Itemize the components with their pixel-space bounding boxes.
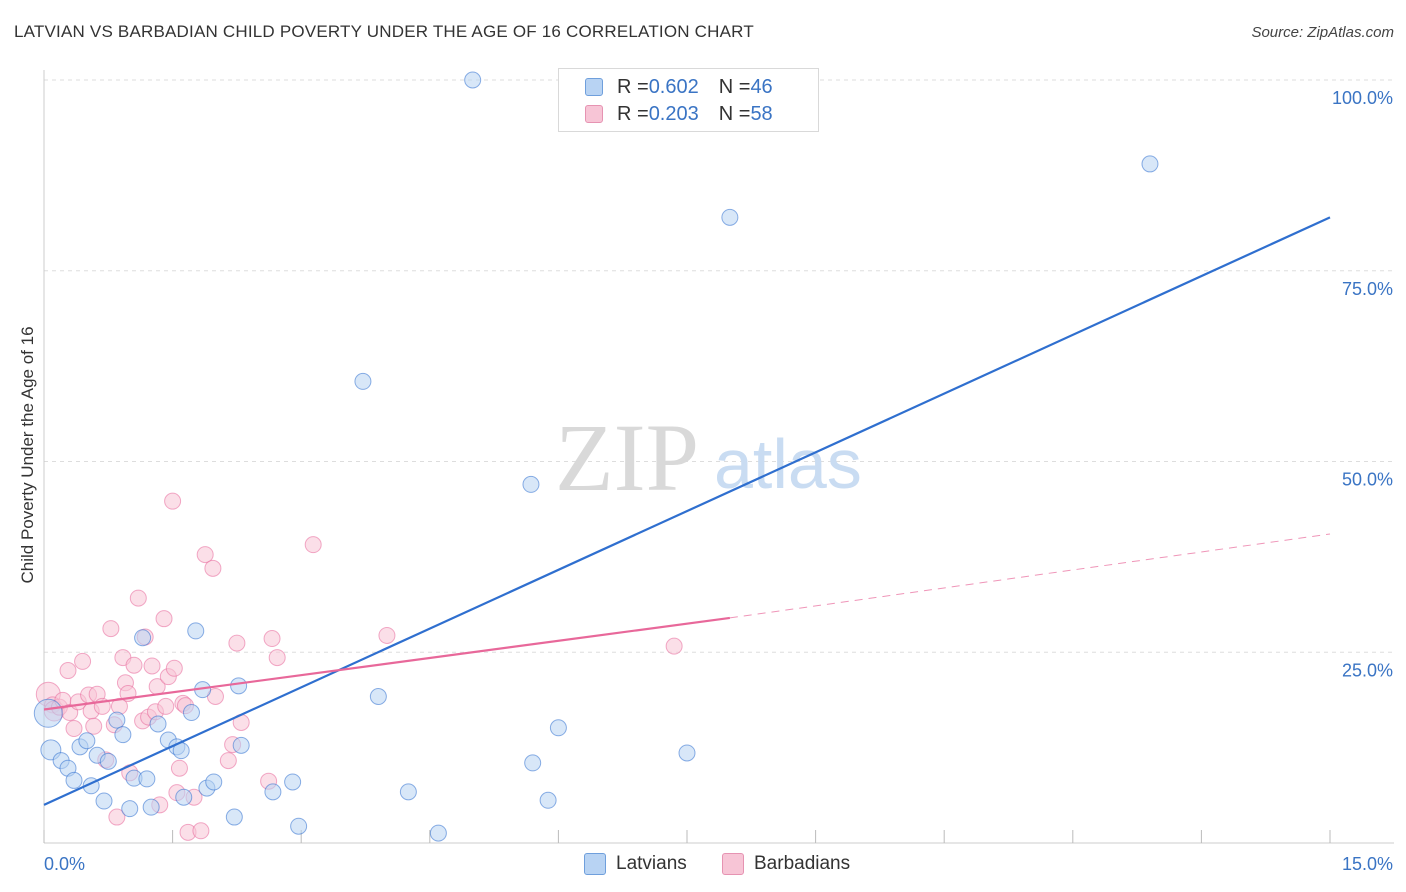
data-point — [192, 822, 210, 840]
y-axis-label: Child Poverty Under the Age of 16 — [18, 326, 37, 584]
legend-r-label: R = — [617, 75, 649, 98]
data-point — [665, 637, 683, 655]
data-point — [204, 559, 222, 577]
data-point — [142, 798, 160, 816]
trend-line — [43, 616, 731, 711]
y-tick-label: 100.0% — [1332, 88, 1393, 108]
legend-r-value: 0.602 — [648, 75, 699, 98]
legend-n-value: 58 — [750, 102, 773, 125]
data-point — [175, 788, 193, 806]
data-point — [78, 732, 96, 750]
x-tick-label: 15.0% — [1342, 854, 1393, 874]
data-point — [74, 652, 92, 670]
data-point — [399, 783, 417, 801]
data-point — [268, 649, 286, 667]
trend-line — [729, 533, 1331, 619]
data-point — [65, 771, 83, 789]
data-point — [182, 704, 200, 722]
data-point — [539, 791, 557, 809]
data-point — [114, 726, 132, 744]
data-point — [85, 717, 103, 735]
watermark-zip: ZIP — [555, 404, 699, 511]
data-point — [549, 719, 567, 737]
y-tick-label: 75.0% — [1342, 279, 1393, 299]
bottom-legend-label: Latvians — [616, 853, 687, 874]
data-point — [59, 662, 77, 680]
blue-square-icon — [585, 78, 603, 96]
blue-square-icon — [584, 853, 606, 875]
data-point — [429, 824, 447, 842]
data-point — [230, 677, 248, 695]
data-point — [129, 589, 147, 607]
pink-square-icon — [585, 105, 603, 123]
x-tick-label: 0.0% — [44, 854, 85, 874]
data-point — [157, 697, 175, 715]
data-point — [464, 71, 482, 89]
data-point — [290, 817, 308, 835]
data-point — [284, 773, 302, 791]
chart-title: LATVIAN VS BARBADIAN CHILD POVERTY UNDER… — [14, 22, 754, 41]
watermark: ZIP atlas — [555, 404, 862, 511]
data-point — [304, 536, 322, 554]
data-point — [108, 711, 126, 729]
data-point — [263, 630, 281, 648]
data-point — [143, 657, 161, 675]
grid-lines — [44, 79, 1394, 653]
trend-line — [43, 216, 1331, 806]
data-point — [378, 626, 396, 644]
data-point — [187, 622, 205, 640]
data-point — [196, 546, 214, 564]
data-point — [205, 773, 223, 791]
bottom-legend-latvians: Latvians — [584, 851, 687, 877]
bottom-legend-label: Barbadians — [754, 853, 851, 874]
pink-square-icon — [722, 853, 744, 875]
data-point — [121, 800, 139, 818]
source-label: Source: ZipAtlas.com — [1251, 24, 1394, 41]
legend-n-label: N = — [718, 102, 751, 125]
data-point — [721, 208, 739, 226]
data-point — [264, 783, 282, 801]
legend-row-latvians: R = 0.602 N = 46 — [585, 75, 773, 99]
data-point — [125, 656, 143, 674]
data-point — [149, 715, 167, 733]
tick-labels: 25.0% 50.0% 75.0% 100.0% 0.0% 15.0% — [44, 88, 1393, 874]
data-point — [170, 759, 188, 777]
data-point — [225, 808, 243, 826]
data-point — [95, 792, 113, 810]
data-point — [524, 754, 542, 772]
data-point — [99, 752, 117, 770]
data-point — [369, 688, 387, 706]
data-point — [102, 620, 120, 638]
trend-lines — [43, 216, 1331, 806]
legend-row-barbadians: R = 0.203 N = 58 — [585, 102, 773, 126]
data-point — [165, 659, 183, 677]
data-point — [108, 808, 126, 826]
data-point — [134, 629, 152, 647]
y-tick-label: 50.0% — [1342, 470, 1393, 490]
data-point — [1141, 155, 1159, 173]
data-point — [138, 770, 156, 788]
legend-r-value: 0.203 — [648, 102, 699, 125]
data-point — [232, 736, 250, 754]
data-point — [678, 744, 696, 762]
data-point — [522, 475, 540, 493]
data-point — [33, 698, 63, 728]
data-point — [155, 610, 173, 628]
data-point — [219, 752, 237, 770]
legend-n-value: 46 — [750, 75, 773, 98]
correlation-legend: R = 0.602 N = 46 R = 0.203 N = 58 — [558, 68, 819, 132]
data-point — [65, 720, 83, 738]
latvians-points — [33, 71, 1159, 842]
data-point — [228, 634, 246, 652]
legend-r-label: R = — [617, 102, 649, 125]
legend-n-label: N = — [718, 75, 751, 98]
data-point — [354, 372, 372, 390]
bottom-legend-barbadians: Barbadians — [722, 851, 850, 877]
y-tick-label: 25.0% — [1342, 660, 1393, 680]
data-point — [164, 492, 182, 510]
